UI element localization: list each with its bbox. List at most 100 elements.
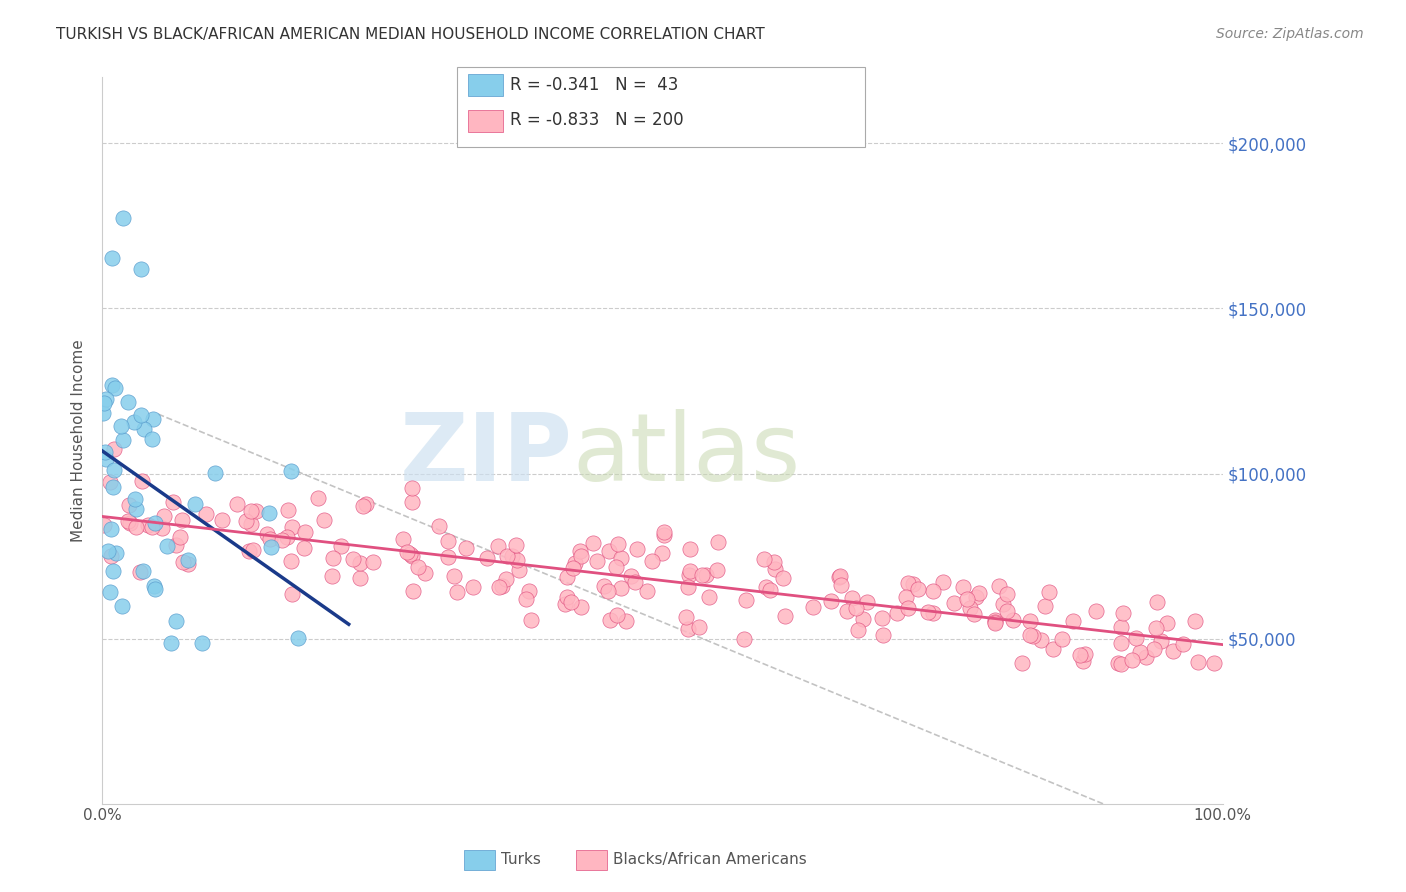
Point [564, 556, 586, 570]
Point [93, 396, 115, 410]
Point [676, 580, 699, 594]
Point [131, 474, 153, 488]
Text: atlas: atlas [572, 409, 801, 501]
Point [226, 497, 249, 511]
Point [488, 580, 510, 594]
Point [463, 581, 485, 595]
Point [142, 411, 165, 425]
Point [280, 554, 302, 568]
Point [1173, 637, 1195, 651]
Point [845, 600, 868, 615]
Point [496, 549, 519, 563]
Point [1073, 647, 1095, 661]
Point [1085, 604, 1108, 618]
Point [984, 615, 1007, 630]
Point [679, 565, 702, 579]
Point [620, 568, 643, 582]
Point [475, 550, 498, 565]
Point [901, 577, 924, 591]
Point [238, 544, 260, 558]
Point [191, 636, 214, 650]
Point [1111, 606, 1133, 620]
Text: Blacks/African Americans: Blacks/African Americans [613, 853, 807, 867]
Point [184, 497, 207, 511]
Point [983, 613, 1005, 627]
Point [1038, 585, 1060, 599]
Point [1135, 649, 1157, 664]
Point [517, 583, 540, 598]
Point [446, 584, 468, 599]
Point [1052, 632, 1074, 646]
Point [636, 583, 658, 598]
Point [501, 549, 523, 564]
Point [131, 261, 153, 276]
Point [641, 554, 664, 568]
Point [401, 481, 423, 495]
Point [120, 516, 142, 531]
Point [763, 555, 786, 569]
Point [287, 631, 309, 645]
Point [169, 530, 191, 544]
Point [211, 513, 233, 527]
Point [98, 584, 121, 599]
Point [111, 433, 134, 447]
Point [94, 392, 117, 406]
Point [443, 569, 465, 583]
Point [678, 568, 700, 582]
Point [160, 636, 183, 650]
Point [695, 567, 717, 582]
Point [1121, 653, 1143, 667]
Point [555, 590, 578, 604]
Point [122, 415, 145, 429]
Point [292, 541, 315, 556]
Point [820, 593, 842, 607]
Point [610, 550, 633, 565]
Point [321, 568, 343, 582]
Point [1109, 657, 1132, 671]
Point [988, 580, 1011, 594]
Point [652, 528, 675, 542]
Point [872, 628, 894, 642]
Point [177, 553, 200, 567]
Point [932, 574, 955, 589]
Point [495, 572, 517, 586]
Point [856, 595, 879, 609]
Y-axis label: Median Household Income: Median Household Income [72, 339, 86, 542]
Point [150, 521, 173, 535]
Point [245, 503, 267, 517]
Point [100, 377, 122, 392]
Point [330, 539, 353, 553]
Point [156, 539, 179, 553]
Point [508, 563, 530, 577]
Point [555, 570, 578, 584]
Point [1125, 631, 1147, 645]
Point [240, 517, 263, 532]
Point [280, 520, 302, 534]
Point [1144, 621, 1167, 635]
Point [707, 534, 730, 549]
Point [586, 553, 609, 567]
Point [256, 527, 278, 541]
Point [959, 600, 981, 615]
Point [401, 549, 423, 563]
Text: Turks: Turks [501, 853, 540, 867]
Point [520, 613, 543, 627]
Point [569, 599, 592, 614]
Point [352, 499, 374, 513]
Point [995, 587, 1018, 601]
Point [141, 432, 163, 446]
Point [569, 544, 592, 558]
Point [596, 584, 619, 599]
Point [142, 579, 165, 593]
Point [100, 549, 122, 564]
Point [143, 582, 166, 597]
Point [94, 445, 117, 459]
Point [1062, 614, 1084, 628]
Point [763, 562, 786, 576]
Point [162, 495, 184, 509]
Point [755, 580, 778, 594]
Point [921, 584, 943, 599]
Point [103, 564, 125, 578]
Point [1033, 599, 1056, 614]
Point [965, 590, 987, 604]
